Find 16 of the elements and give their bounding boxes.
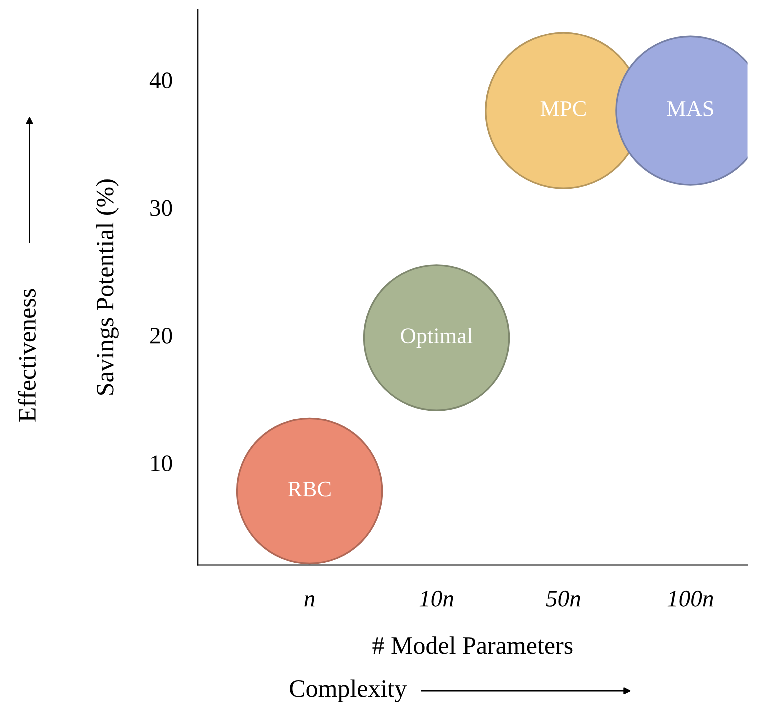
y-tick-label: 20 bbox=[150, 328, 172, 344]
x-tick-label: 100n bbox=[668, 590, 714, 607]
y-axis-title: Savings Potential (%) bbox=[96, 180, 119, 395]
series-label: Optimal bbox=[401, 328, 473, 348]
y-tick-label: 10 bbox=[152, 456, 172, 472]
text: Effectiveness bbox=[18, 289, 36, 422]
y-tick-label: 40 bbox=[150, 72, 172, 89]
x-tick-label: n bbox=[304, 596, 315, 607]
series-label: MPC bbox=[540, 101, 586, 116]
series-label: MAS bbox=[667, 101, 714, 116]
x-tick-label: 10n bbox=[420, 590, 454, 607]
y-tick-label: 30 bbox=[150, 200, 172, 216]
x-axis-title: # Model Parameters bbox=[372, 636, 573, 654]
text: Complexity bbox=[290, 680, 408, 702]
series-label: RBC bbox=[288, 482, 331, 497]
x-tick-label: 50n bbox=[546, 590, 580, 607]
